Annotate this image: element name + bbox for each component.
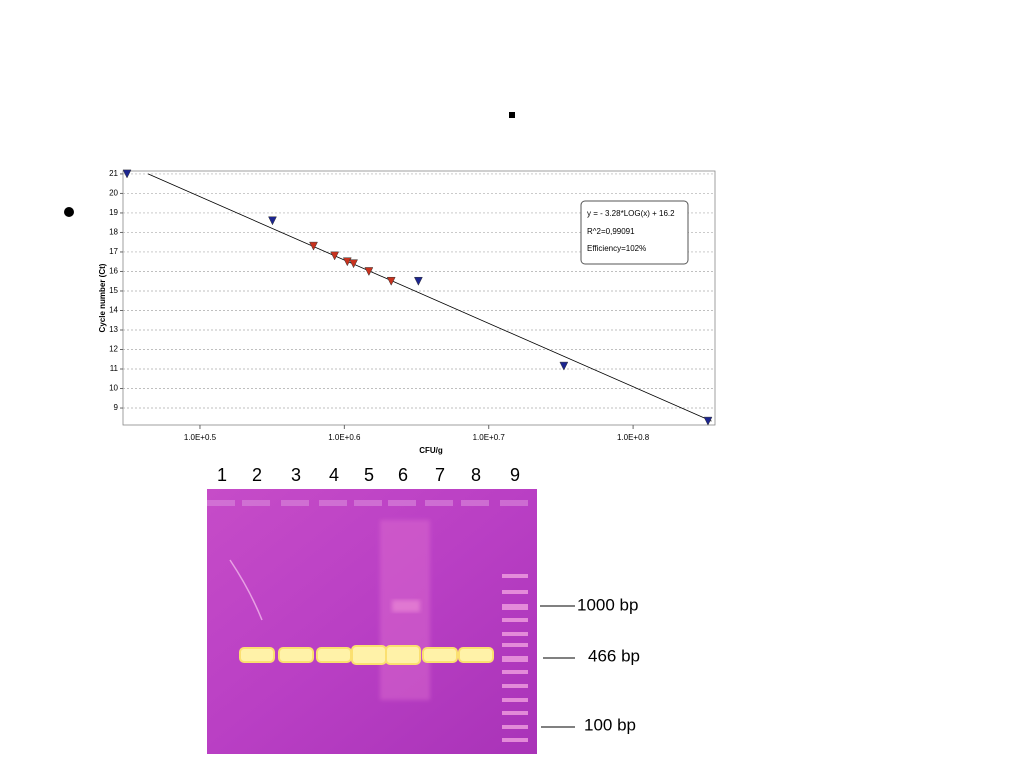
y-tick-label: 9	[114, 403, 119, 412]
well	[242, 500, 270, 506]
ladder-band	[502, 618, 528, 622]
y-tick-label: 16	[109, 267, 118, 276]
marker-label: 1000 bp	[577, 595, 638, 614]
band	[458, 647, 494, 663]
x-tick-label: 1.0E+0.8	[617, 433, 650, 442]
band	[278, 647, 314, 663]
y-tick-label: 14	[109, 306, 118, 315]
point	[349, 259, 358, 269]
well	[281, 500, 309, 506]
lane-label: 6	[398, 465, 408, 485]
y-tick-label: 20	[109, 189, 118, 198]
y-tick-label: 18	[109, 228, 118, 237]
ladder-band	[502, 643, 528, 647]
band	[385, 645, 421, 665]
well	[354, 500, 382, 506]
bullet	[64, 207, 74, 217]
ladder-band	[502, 698, 528, 702]
trendline	[147, 173, 712, 422]
y-tick-label: 17	[109, 247, 118, 256]
point	[330, 251, 340, 261]
lane-label: 8	[471, 465, 481, 485]
y-axis-label: Cycle number (Ct)	[98, 263, 107, 332]
point	[413, 276, 423, 286]
ladder-band	[502, 604, 528, 610]
point	[703, 416, 713, 426]
y-tick-label: 12	[109, 345, 118, 354]
band	[351, 645, 387, 665]
point	[386, 276, 396, 286]
ladder-band	[502, 590, 528, 594]
ladder-band	[502, 574, 528, 578]
smear	[392, 600, 420, 612]
lane-label: 9	[510, 465, 520, 485]
band	[239, 647, 275, 663]
point	[309, 241, 318, 251]
lane-label: 5	[364, 465, 374, 485]
lane-label: 4	[329, 465, 339, 485]
x-axis-label: CFU/g	[419, 446, 443, 455]
well	[388, 500, 416, 506]
y-tick-label: 19	[109, 208, 118, 217]
lane-label: 3	[291, 465, 301, 485]
band	[422, 647, 458, 663]
lane-label: 7	[435, 465, 445, 485]
ladder-band	[502, 684, 528, 688]
y-tick-label: 13	[109, 325, 118, 334]
annotation: y = - 3.28*LOG(x) + 16.2	[587, 209, 675, 218]
ladder	[502, 574, 528, 742]
well	[425, 500, 453, 506]
well	[319, 500, 347, 506]
x-tick-label: 1.0E+0.6	[328, 433, 361, 442]
wells	[207, 500, 528, 506]
well	[461, 500, 489, 506]
lane-label: 1	[217, 465, 227, 485]
lane-label: 2	[252, 465, 262, 485]
well	[207, 500, 235, 506]
x-tick-label: 1.0E+0.5	[184, 433, 217, 442]
x-tick-label: 1.0E+0.7	[473, 433, 506, 442]
bands	[239, 645, 494, 665]
y-tick-label: 11	[110, 364, 119, 373]
ladder-band	[502, 725, 528, 729]
annotation: Efficiency=102%	[587, 244, 646, 253]
gel: 1000 bp 466 bp 100 bp 1 2 3 4 5 6 7 8 9	[207, 465, 640, 754]
well	[500, 500, 528, 506]
ladder-band	[502, 656, 528, 662]
annotation: R^2=0,99091	[587, 227, 635, 236]
point	[364, 267, 374, 277]
slide-mark	[509, 112, 515, 118]
ladder-band	[502, 711, 528, 715]
ladder-band	[502, 738, 528, 742]
annotation-box	[580, 200, 689, 265]
point	[268, 216, 277, 226]
ladder-band	[502, 632, 528, 636]
point	[122, 169, 132, 179]
point	[559, 361, 569, 371]
artifact	[229, 559, 263, 621]
band	[316, 647, 352, 663]
y-tick-label: 10	[109, 384, 118, 393]
y-tick-label: 15	[109, 286, 118, 295]
gel-image	[207, 489, 537, 754]
marker-label: 100 bp	[584, 715, 636, 734]
marker-label: 466 bp	[588, 646, 640, 665]
y-tick-label: 21	[109, 169, 118, 178]
ladder-band	[502, 670, 528, 674]
